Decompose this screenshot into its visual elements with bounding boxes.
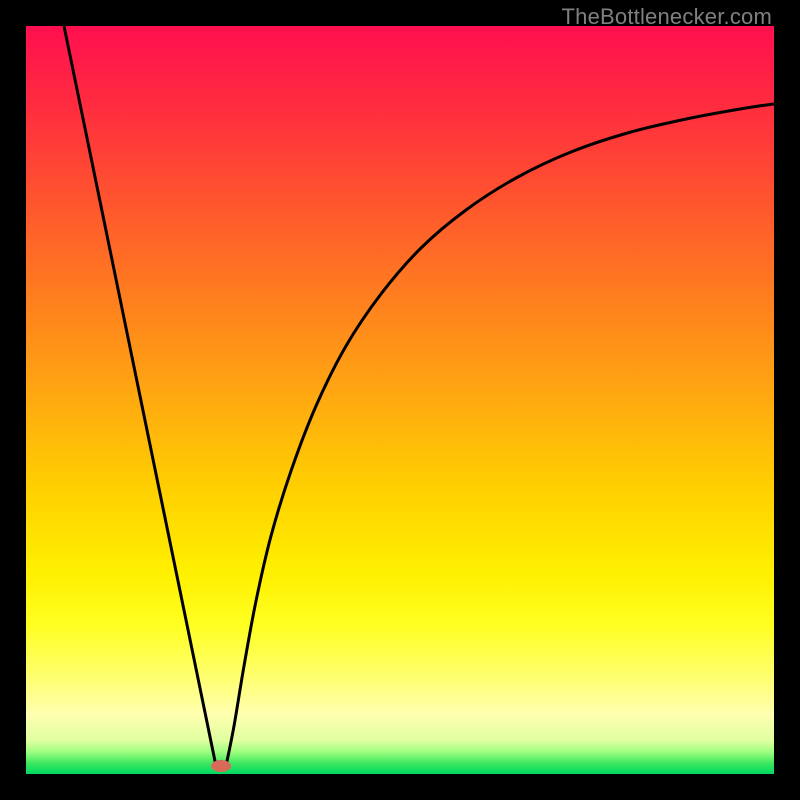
chart-container: TheBottlenecker.com [0, 0, 800, 800]
plot-area [26, 26, 774, 774]
watermark-text: TheBottlenecker.com [562, 4, 772, 30]
minimum-marker [211, 760, 231, 772]
curve-right-segment [226, 104, 774, 766]
curve-left-segment [64, 26, 216, 766]
curve-layer [26, 26, 774, 774]
